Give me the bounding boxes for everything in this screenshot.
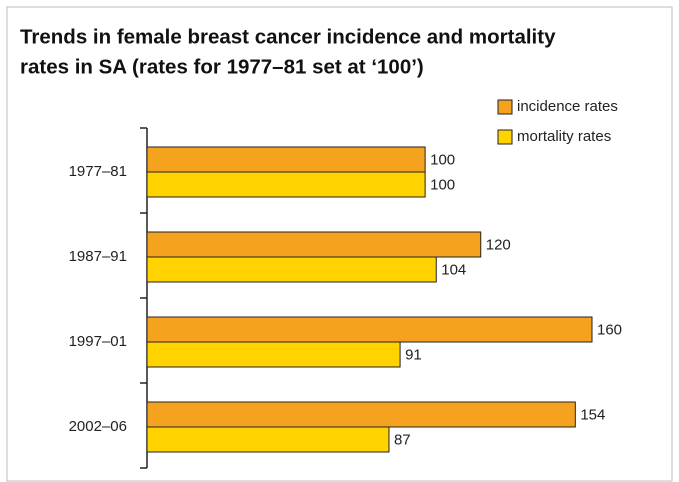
data-label: 87 xyxy=(394,431,411,448)
legend-swatch xyxy=(497,99,513,115)
y-tick-label: 1987–91 xyxy=(69,248,127,265)
data-label: 100 xyxy=(430,151,455,168)
legend-label: incidence rates xyxy=(517,98,618,115)
chart-title: rates in SA (rates for 1977–81 set at ‘1… xyxy=(20,55,424,78)
legend-swatch xyxy=(497,129,513,145)
frame xyxy=(6,6,673,482)
data-label: 100 xyxy=(430,176,455,193)
data-label: 104 xyxy=(441,261,466,278)
y-tick-label: 2002–06 xyxy=(69,418,127,435)
y-tick-label: 1977–81 xyxy=(69,163,127,180)
bar xyxy=(146,256,437,283)
y-tick-label: 1997–01 xyxy=(69,333,127,350)
bar xyxy=(146,426,390,453)
bar xyxy=(146,401,576,428)
chart-title: Trends in female breast cancer incidence… xyxy=(20,25,556,48)
data-label: 120 xyxy=(486,236,511,253)
bar xyxy=(146,341,401,368)
data-label: 154 xyxy=(580,406,605,423)
data-label: 91 xyxy=(405,346,422,363)
legend-label: mortality rates xyxy=(517,128,611,145)
bar xyxy=(146,171,426,198)
bar xyxy=(146,146,426,173)
bar xyxy=(146,316,593,343)
bar xyxy=(146,231,482,258)
data-label: 160 xyxy=(597,321,622,338)
